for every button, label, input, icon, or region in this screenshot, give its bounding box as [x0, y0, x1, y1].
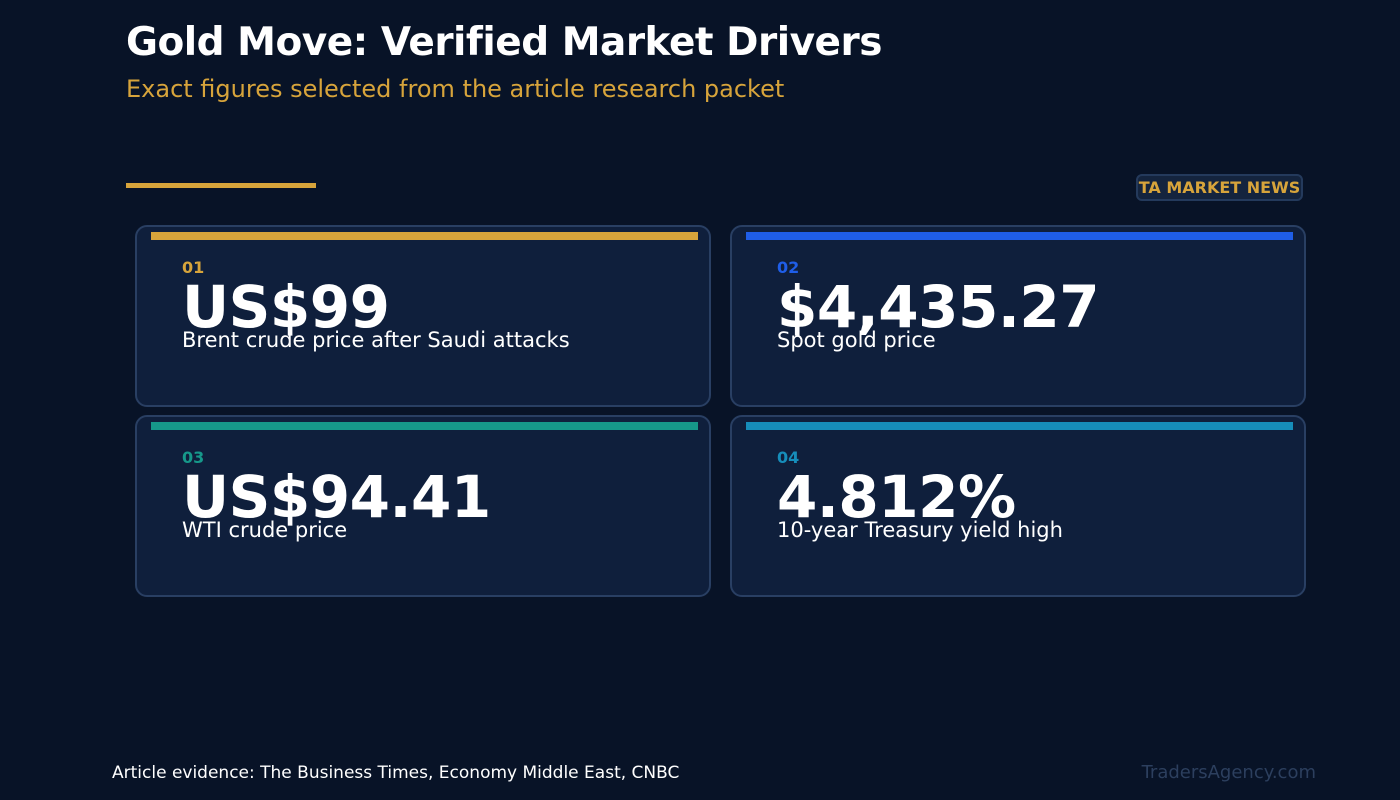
card-index: 04 [777, 448, 800, 467]
metric-card-wti: 03 US$94.41 WTI crude price [135, 415, 711, 597]
card-accent-bar [746, 422, 1293, 430]
card-value: $4,435.27 [777, 273, 1100, 341]
card-index: 01 [182, 258, 205, 277]
metric-card-brent: 01 US$99 Brent crude price after Saudi a… [135, 225, 711, 407]
metric-card-gold: 02 $4,435.27 Spot gold price [730, 225, 1306, 407]
card-accent-bar [151, 422, 698, 430]
card-accent-bar [151, 232, 698, 240]
footer-brand: TradersAgency.com [1141, 762, 1316, 783]
card-label: 10-year Treasury yield high [777, 518, 1063, 542]
card-value: US$94.41 [182, 463, 491, 531]
card-index: 02 [777, 258, 800, 277]
card-label: WTI crude price [182, 518, 348, 542]
card-accent-bar [746, 232, 1293, 240]
card-index: 03 [182, 448, 205, 467]
card-label: Brent crude price after Saudi attacks [182, 328, 570, 352]
page-subtitle: Exact figures selected from the article … [126, 75, 785, 103]
source-note: Article evidence: The Business Times, Ec… [112, 763, 680, 783]
accent-divider [126, 183, 316, 188]
card-value: US$99 [182, 273, 390, 341]
card-label: Spot gold price [777, 328, 936, 352]
metric-card-treasury: 04 4.812% 10-year Treasury yield high [730, 415, 1306, 597]
page-title: Gold Move: Verified Market Drivers [126, 20, 882, 65]
card-value: 4.812% [777, 463, 1016, 531]
brand-badge: TA MARKET NEWS [1136, 174, 1303, 201]
